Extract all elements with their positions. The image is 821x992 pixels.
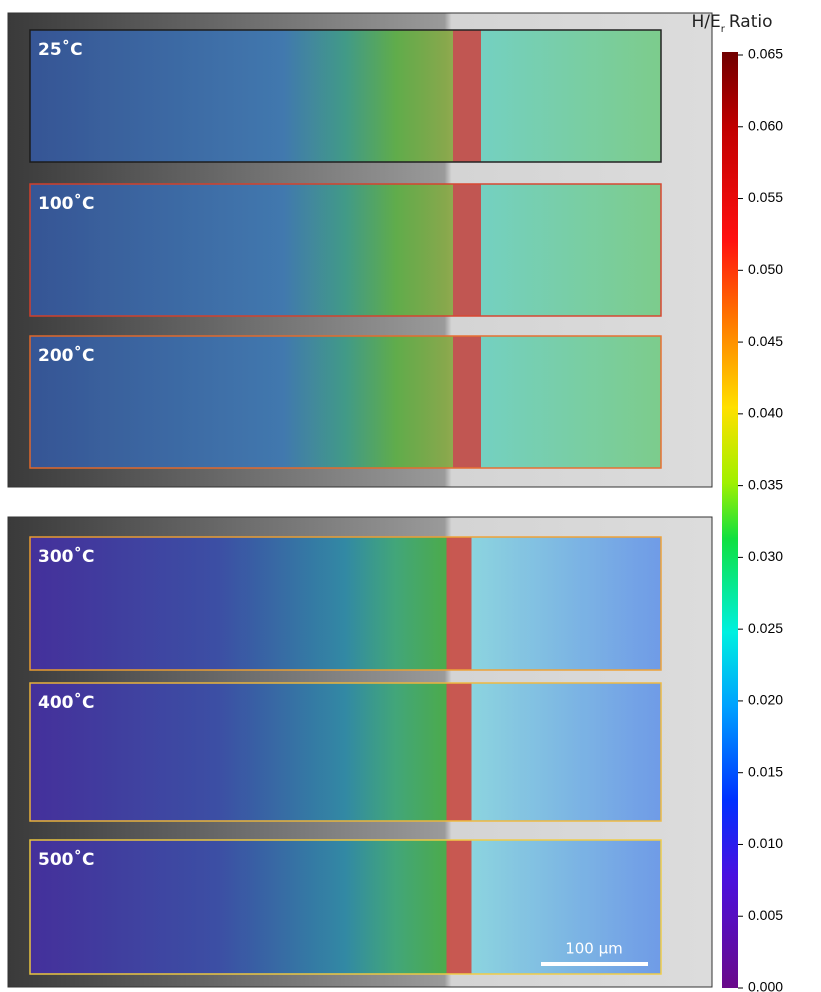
title-suffix: Ratio	[729, 12, 773, 32]
figure: 25˚C 100˚C 200˚C 300˚C 400˚C 500˚C 100 µm H/E…	[0, 0, 821, 992]
colorbar-tick-label: 0.000	[748, 979, 783, 992]
colorbar-tick-label: 0.045	[748, 333, 783, 349]
colorbar-tick-label: 0.005	[748, 907, 783, 923]
panel-label: 300˚C	[38, 545, 94, 567]
colorbar-tick-label: 0.035	[748, 476, 783, 492]
colorbar	[722, 52, 738, 988]
map-panel	[30, 683, 661, 821]
panel-label: 25˚C	[38, 38, 83, 60]
colorbar-tick-label: 0.025	[748, 620, 783, 636]
colorbar-tick-label: 0.030	[748, 548, 783, 564]
colorbar-tick-label: 0.050	[748, 261, 783, 277]
colorbar-tick-label: 0.060	[748, 117, 783, 133]
panel-label: 500˚C	[38, 848, 94, 870]
colorbar-tick-label: 0.015	[748, 763, 783, 779]
colorbar-tick-label: 0.020	[748, 692, 783, 708]
colorbar-tick-label: 0.010	[748, 835, 783, 851]
colorbar-tick-label: 0.040	[748, 405, 783, 421]
scale-bar-label: 100 µm	[565, 940, 623, 958]
title-sub: r	[721, 24, 726, 35]
panel-label: 100˚C	[38, 192, 94, 214]
colorbar-tick-label: 0.055	[748, 189, 783, 205]
map-panel	[30, 30, 661, 162]
colorbar-tick-label: 0.065	[748, 46, 783, 62]
panel-label: 400˚C	[38, 691, 94, 713]
map-panel	[30, 184, 661, 316]
map-panel	[30, 537, 661, 670]
panel-label: 200˚C	[38, 344, 94, 366]
title-main: H/E	[691, 12, 720, 32]
map-panel	[30, 336, 661, 468]
